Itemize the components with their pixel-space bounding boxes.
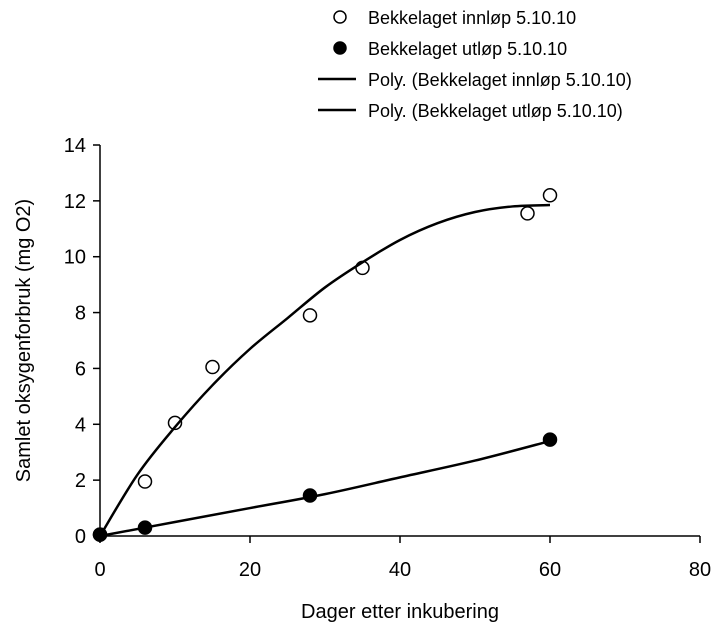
legend-label: Poly. (Bekkelaget innløp 5.10.10) — [368, 70, 632, 90]
open-data-point — [167, 415, 183, 431]
y-tick-label: 8 — [75, 303, 86, 325]
x-tick-label: 20 — [239, 559, 261, 581]
legend-label: Bekkelaget innløp 5.10.10 — [368, 8, 576, 28]
y-tick-label: 0 — [75, 526, 86, 548]
y-tick-label: 12 — [64, 191, 86, 213]
x-axis-ticks: 0 20 40 60 80 — [94, 536, 711, 581]
open-data-point — [520, 206, 535, 221]
open-data-point — [205, 359, 220, 375]
y-tick-label: 6 — [75, 358, 86, 380]
open-data-point — [542, 188, 558, 203]
open-data-point — [302, 308, 318, 323]
y-tick-label: 4 — [75, 414, 86, 436]
x-tick-label: 40 — [389, 559, 411, 581]
legend-label: Poly. (Bekkelaget utløp 5.10.10) — [368, 101, 623, 121]
y-tick-label: 10 — [64, 247, 86, 269]
y-axis-title: Samlet oksygenforbruk (mg O2) — [13, 199, 35, 482]
trendline-2 — [98, 203, 551, 537]
filled-data-point — [542, 432, 558, 447]
x-tick-label: 0 — [94, 559, 105, 581]
trendline-3 — [99, 439, 551, 538]
y-tick-label: 14 — [64, 135, 86, 157]
y-tick-label: 2 — [75, 470, 86, 492]
x-tick-label: 60 — [539, 559, 561, 581]
plot-area: 0 2 4 6 8 10 12 14 0 20 40 60 80 — [64, 135, 711, 581]
y-axis-ticks: 0 2 4 6 8 10 12 14 — [64, 135, 100, 548]
open-data-point — [137, 474, 153, 489]
series-layer — [92, 188, 558, 542]
legend: Bekkelaget innløp 5.10.10 Bekkelaget utlø… — [318, 8, 632, 121]
legend-filled-marker — [333, 41, 347, 55]
legend-open-marker — [333, 10, 347, 24]
legend-label: Bekkelaget utløp 5.10.10 — [368, 39, 567, 59]
x-axis-title: Dager etter inkubering — [301, 601, 499, 623]
x-tick-label: 80 — [689, 559, 711, 581]
